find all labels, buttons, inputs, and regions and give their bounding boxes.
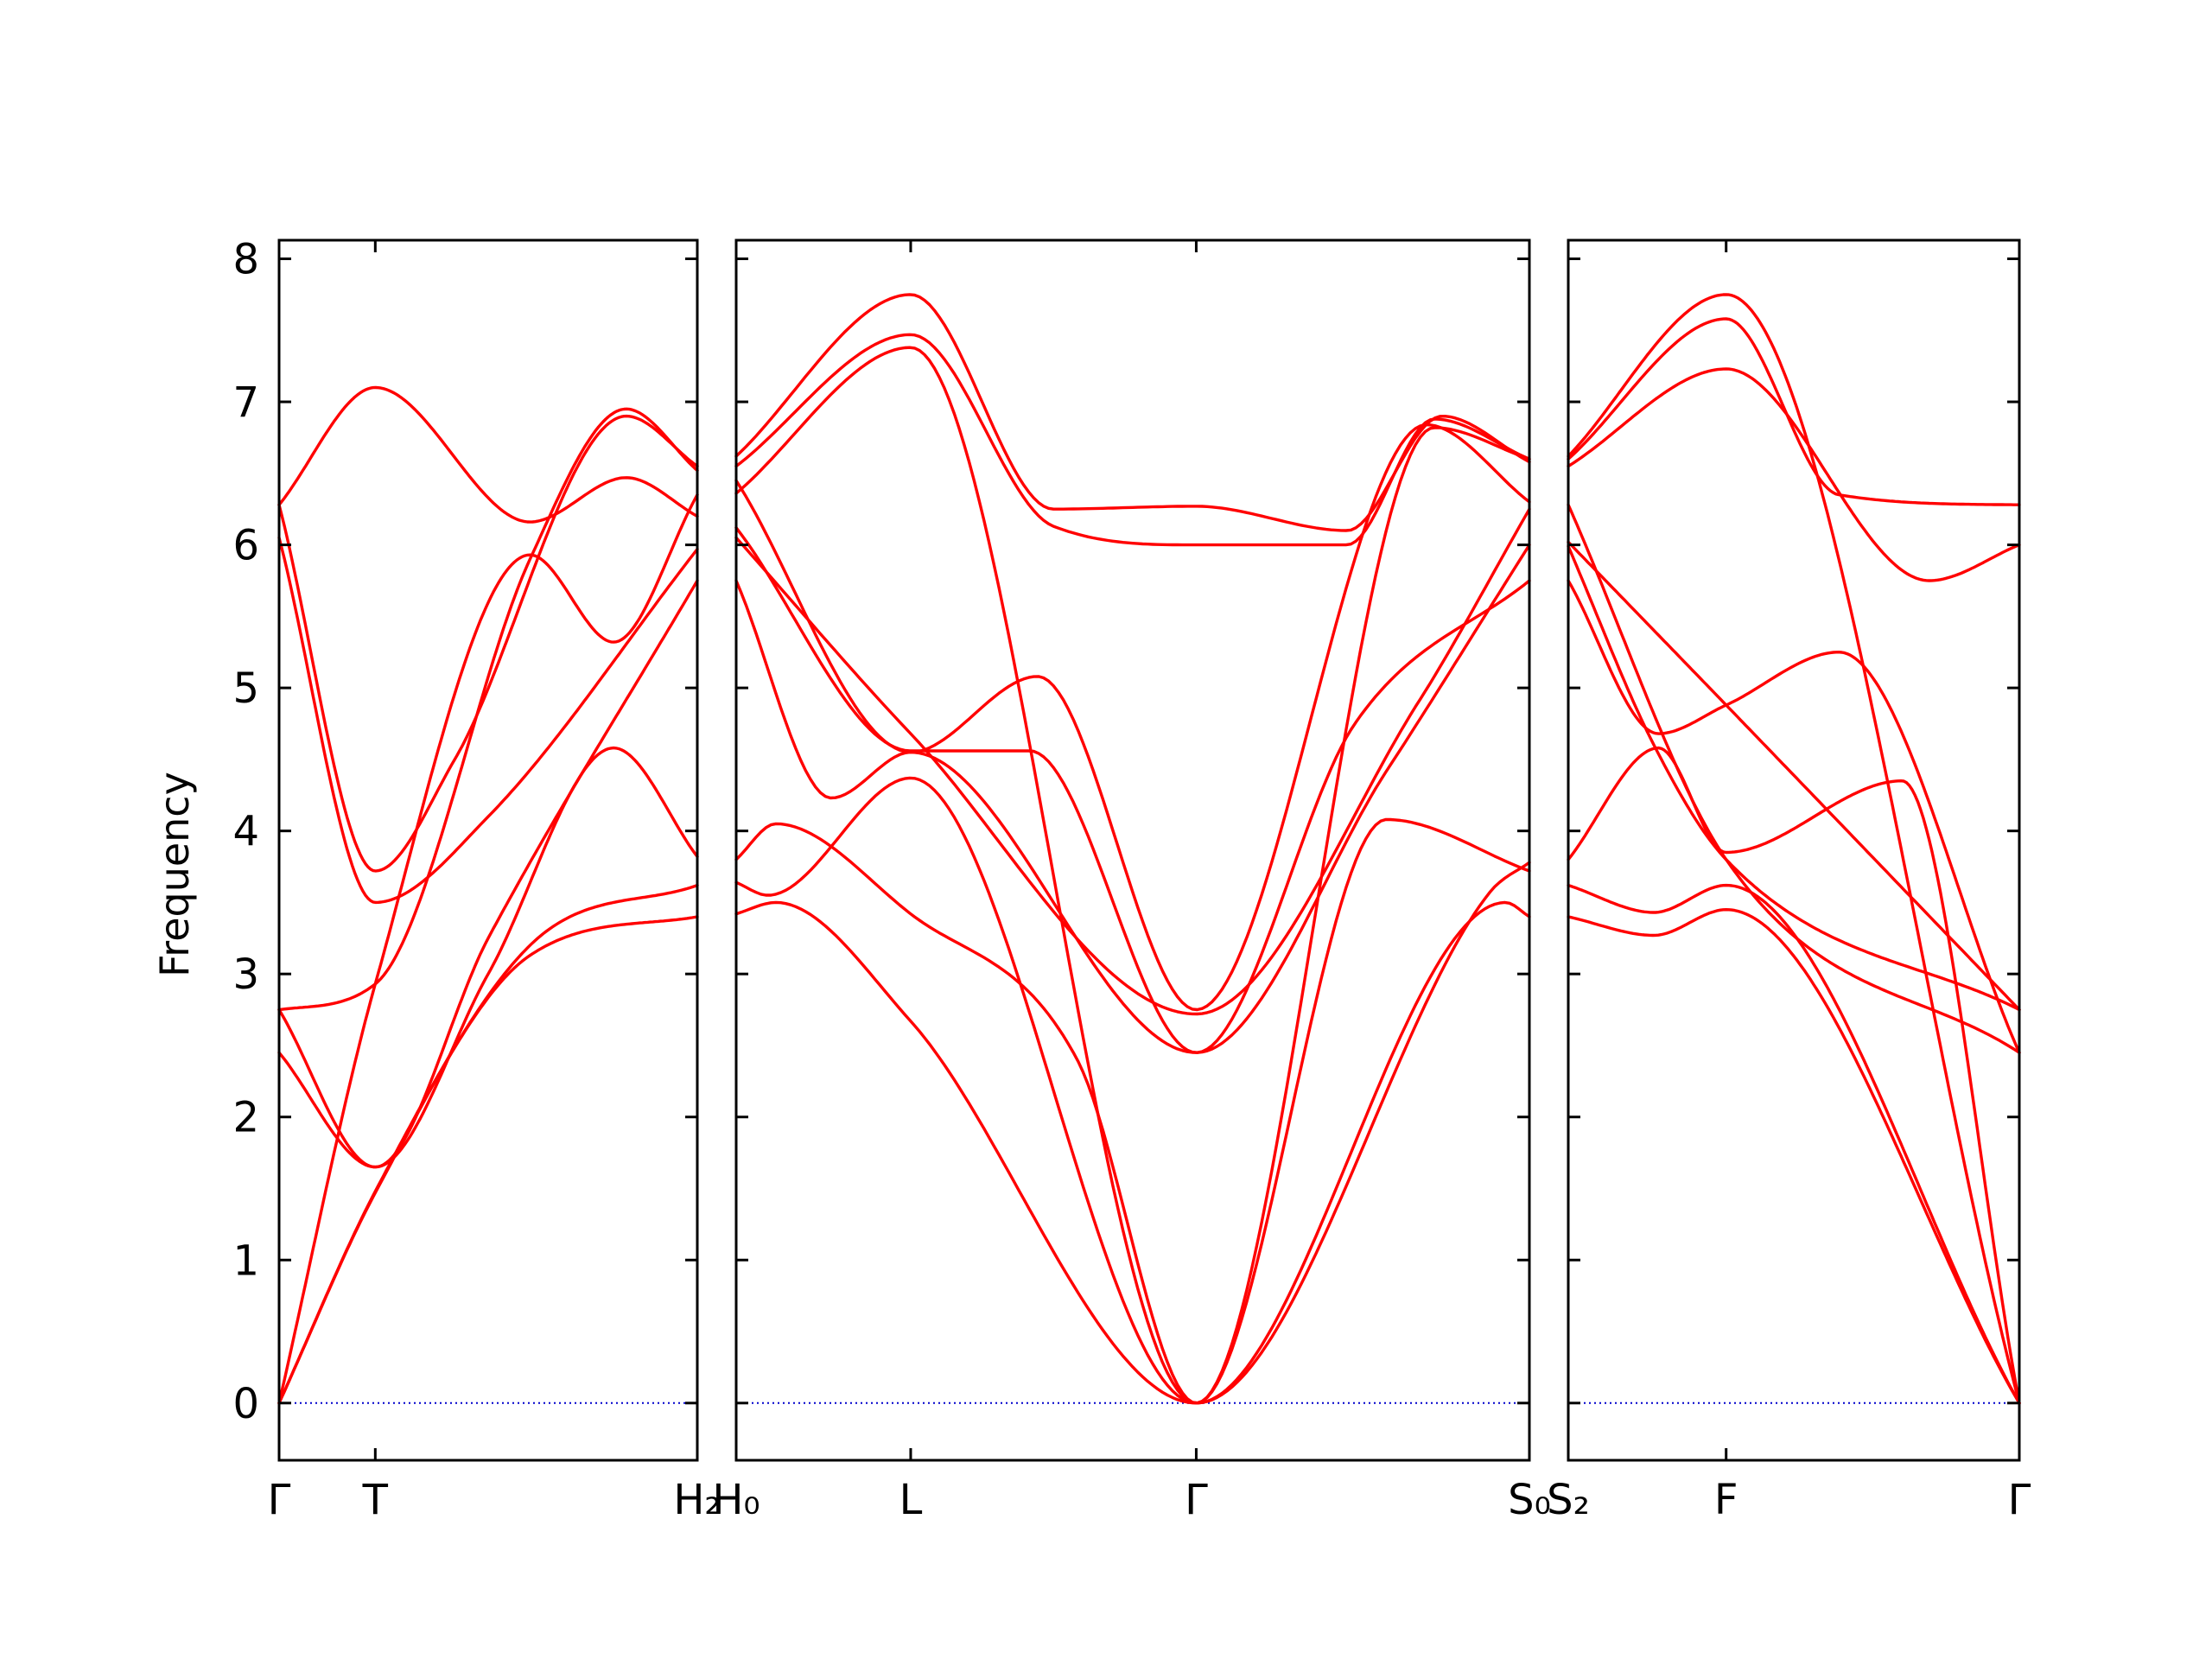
y-tick-label: 7 [232, 378, 259, 427]
panel-frame [1567, 238, 2021, 1462]
y-tick-label: 1 [232, 1236, 259, 1285]
panel-right: S₂ F Γ [1547, 238, 2031, 1524]
x-tick-label: S₀ [1508, 1476, 1551, 1524]
y-tick-label: 0 [232, 1380, 259, 1428]
band-line [1567, 907, 2021, 1405]
band-line [277, 536, 699, 905]
x-tick-label: Γ [2008, 1476, 2031, 1524]
band-line [277, 385, 699, 524]
band-line [277, 493, 699, 1405]
panel-frame [277, 238, 699, 1462]
band-line [277, 414, 699, 873]
x-tick-label: H₀ [712, 1476, 760, 1524]
band-line [277, 579, 699, 1169]
band-line [734, 543, 1531, 1054]
x-tick-label: L [899, 1476, 923, 1524]
y-tick-label: 3 [232, 950, 259, 999]
x-tick-label: Γ [268, 1476, 291, 1524]
y-tick-label: 6 [232, 522, 259, 570]
band-line [277, 407, 699, 1012]
y-tick-label: 2 [232, 1094, 259, 1142]
y-tick-label: 4 [232, 808, 259, 856]
x-tick-label: H₂ [673, 1476, 721, 1524]
band-line [734, 900, 1531, 1405]
band-line [734, 507, 1531, 1016]
panel-frame [734, 238, 1531, 1462]
band-line [734, 526, 1531, 1054]
band-line [1567, 503, 2021, 1054]
band-line [1567, 293, 2021, 1405]
band-line [734, 776, 1531, 1405]
band-line [1567, 540, 2021, 1012]
y-tick-labels: 0 1 2 3 4 5 6 7 8 [232, 236, 259, 1428]
band-line [1567, 746, 2021, 1405]
panel-middle: H₀ L Γ S₀ [712, 238, 1551, 1524]
band-line [734, 333, 1531, 547]
x-tick-label: F [1714, 1476, 1738, 1524]
band-line [734, 293, 1531, 532]
band-line [734, 423, 1531, 1012]
y-tick-label: 5 [232, 664, 259, 713]
band-line [1567, 544, 2021, 1012]
band-line [734, 817, 1531, 1405]
band-line [277, 883, 699, 1405]
y-tick-label: 8 [232, 236, 259, 284]
y-axis-label: Frequency [151, 772, 198, 977]
x-tick-label: S₂ [1547, 1476, 1590, 1524]
band-line [1567, 317, 2021, 506]
x-tick-label: T [362, 1476, 389, 1524]
x-tick-label: Γ [1185, 1476, 1208, 1524]
band-line [277, 915, 699, 1405]
band-line [734, 346, 1531, 1405]
band-line [1567, 367, 2021, 582]
panel-left: Γ T H₂ [268, 238, 721, 1524]
band-line [277, 746, 699, 1169]
